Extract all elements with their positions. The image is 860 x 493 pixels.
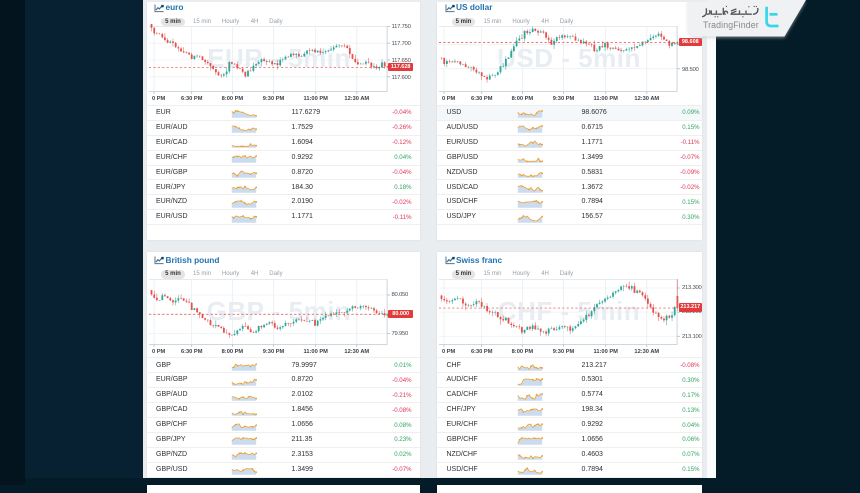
svg-text:0 PM: 0 PM <box>152 96 166 102</box>
svg-text:6:30 PM: 6:30 PM <box>181 349 203 355</box>
svg-text:8:00 PM: 8:00 PM <box>222 96 244 102</box>
svg-text:6:30 PM: 6:30 PM <box>181 96 203 102</box>
svg-text:12:30 AM: 12:30 AM <box>344 96 369 102</box>
svg-text:12:30 AM: 12:30 AM <box>344 349 369 355</box>
svg-text:11:00 PM: 11:00 PM <box>303 96 328 102</box>
svg-text:9:30 PM: 9:30 PM <box>263 96 285 102</box>
svg-text:9:30 PM: 9:30 PM <box>553 349 575 355</box>
svg-text:12:30 AM: 12:30 AM <box>635 349 660 355</box>
svg-text:6:30 PM: 6:30 PM <box>471 349 493 355</box>
svg-text:8:00 PM: 8:00 PM <box>512 96 534 102</box>
svg-text:11:00 PM: 11:00 PM <box>594 96 619 102</box>
svg-text:0 PM: 0 PM <box>442 349 456 355</box>
svg-text:0 PM: 0 PM <box>152 349 166 355</box>
svg-text:CHF - 5min: CHF - 5min <box>498 296 640 326</box>
svg-text:USD - 5min: USD - 5min <box>498 43 642 73</box>
svg-text:8:00 PM: 8:00 PM <box>222 349 244 355</box>
svg-text:12:30 AM: 12:30 AM <box>635 96 660 102</box>
svg-text:8:00 PM: 8:00 PM <box>512 349 534 355</box>
svg-text:0 PM: 0 PM <box>442 96 456 102</box>
svg-text:EUR - 5min: EUR - 5min <box>207 43 351 73</box>
svg-text:GBP - 5min: GBP - 5min <box>207 296 352 326</box>
svg-text:6:30 PM: 6:30 PM <box>471 96 493 102</box>
svg-text:9:30 PM: 9:30 PM <box>553 96 575 102</box>
svg-text:11:00 PM: 11:00 PM <box>594 349 619 355</box>
svg-text:9:30 PM: 9:30 PM <box>263 349 285 355</box>
svg-text:11:00 PM: 11:00 PM <box>303 349 328 355</box>
